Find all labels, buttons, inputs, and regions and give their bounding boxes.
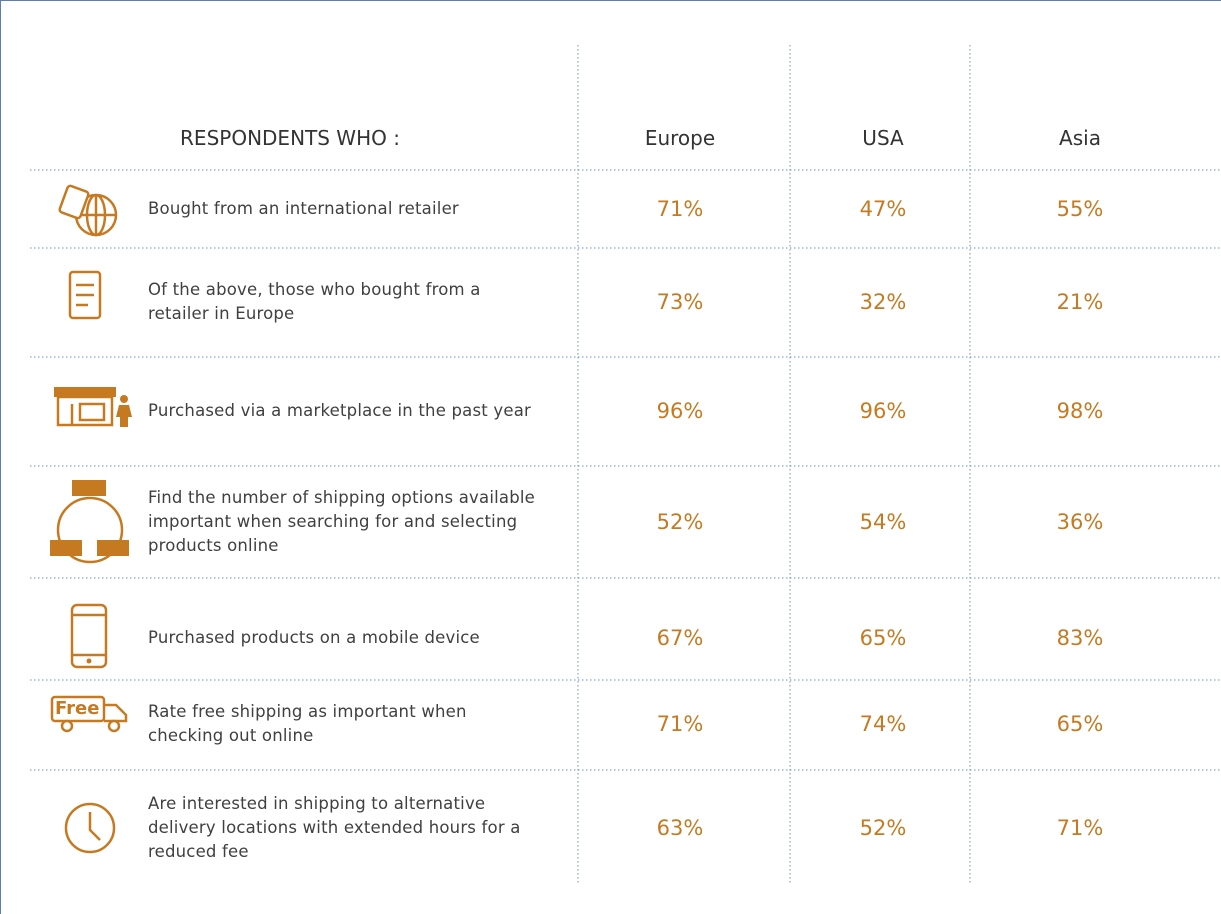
svg-text:Free: Free <box>55 698 99 719</box>
header-label: RESPONDENTS WHO : <box>180 126 400 150</box>
icon-free-truck: Free <box>50 695 128 733</box>
row-label: Find the number of shipping options avai… <box>148 488 536 555</box>
grid <box>30 45 1221 885</box>
row-label: Purchased products on a mobile device <box>148 628 480 647</box>
column-header: Asia <box>1059 126 1101 150</box>
cell-value: 65% <box>859 626 907 650</box>
cell-value: 71% <box>656 712 704 736</box>
icon-shop <box>54 387 132 427</box>
cell-value: 52% <box>859 816 907 840</box>
icon-phone <box>70 603 108 669</box>
cell-value: 55% <box>1056 197 1104 221</box>
cell-value: 47% <box>859 197 907 221</box>
row-label: Of the above, those who bought from a re… <box>148 280 481 323</box>
cell-value: 71% <box>656 197 704 221</box>
row-label: Bought from an international retailer <box>148 199 459 218</box>
cell-value: 98% <box>1056 399 1104 423</box>
cell-value: 21% <box>1056 290 1104 314</box>
row-label: Rate free shipping as important when che… <box>148 702 467 745</box>
cell-value: 65% <box>1056 712 1104 736</box>
cell-value: 74% <box>859 712 907 736</box>
icon-tablet <box>68 270 102 320</box>
cell-value: 52% <box>656 510 704 534</box>
icon-trucks <box>50 480 129 564</box>
cell-value: 54% <box>859 510 907 534</box>
cell-value: 67% <box>656 626 704 650</box>
cell-value: 71% <box>1056 816 1104 840</box>
icon-globe <box>58 184 118 237</box>
row-label: Purchased via a marketplace in the past … <box>148 401 532 420</box>
icon-clock <box>64 802 116 854</box>
cell-value: 63% <box>656 816 704 840</box>
cell-value: 96% <box>656 399 704 423</box>
column-header: USA <box>862 126 904 150</box>
cell-value: 96% <box>859 399 907 423</box>
cell-value: 36% <box>1056 510 1104 534</box>
cell-value: 32% <box>859 290 907 314</box>
row-label: Are interested in shipping to alternativ… <box>148 794 521 861</box>
cell-value: 73% <box>656 290 704 314</box>
column-header: Europe <box>644 126 716 150</box>
cell-value: 83% <box>1056 626 1104 650</box>
